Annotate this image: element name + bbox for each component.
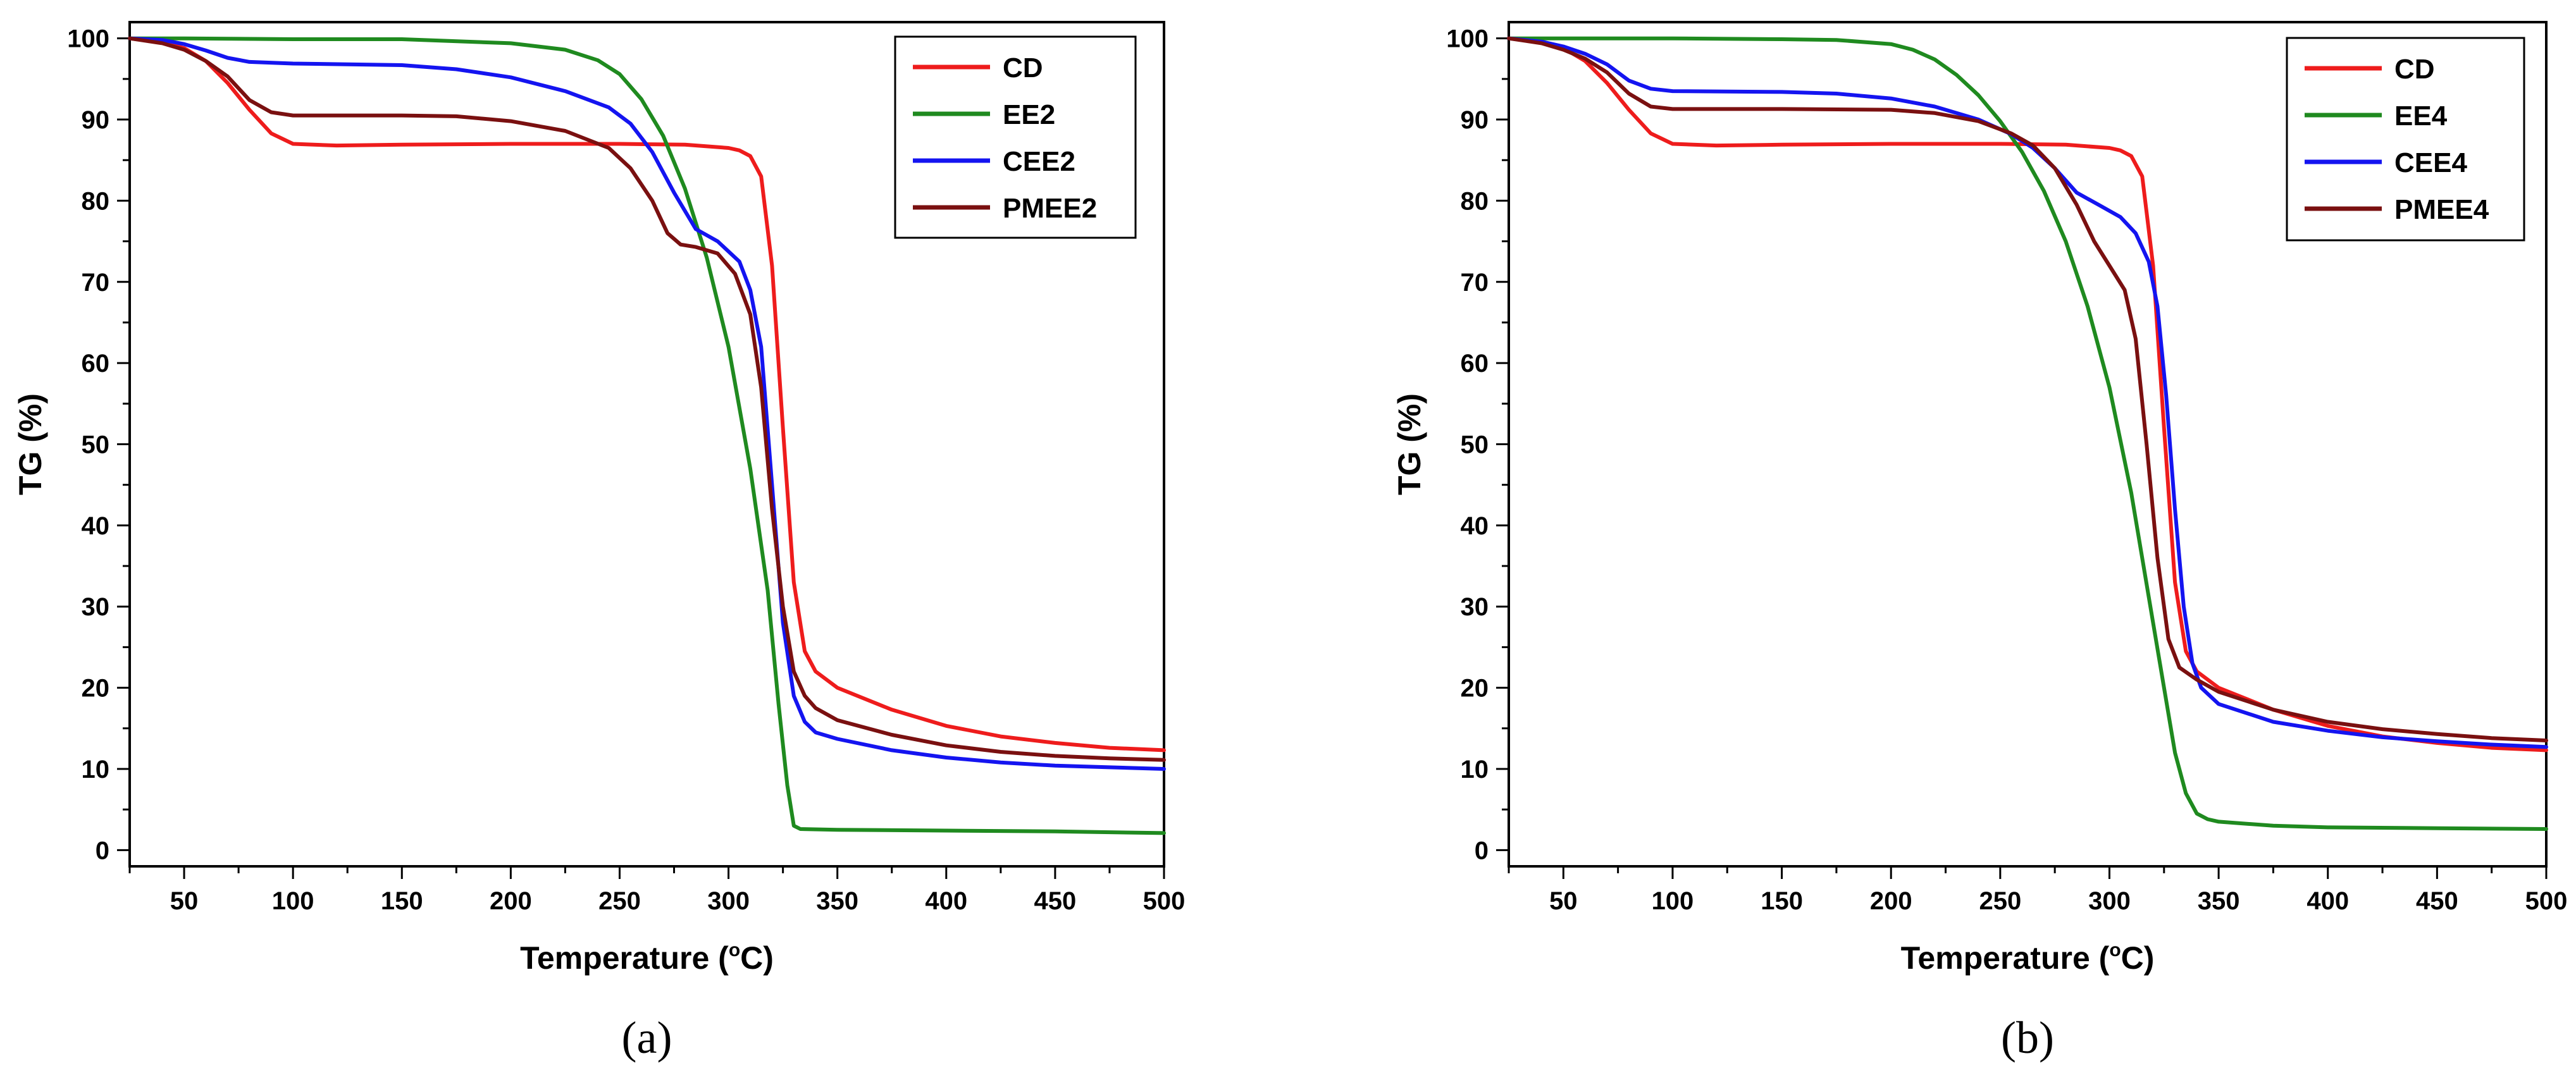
legend-label-pmee4: PMEE4 <box>2394 194 2489 225</box>
x-tick-label: 100 <box>1652 887 1694 915</box>
x-tick-label: 450 <box>2416 887 2458 915</box>
x-axis-title-main: Temperature ( <box>1901 940 2110 976</box>
x-tick-label: 50 <box>170 887 199 915</box>
x-tick-label: 500 <box>1143 887 1186 915</box>
legend: CD EE4 CEE4 PMEE4 <box>2286 37 2525 242</box>
y-tick-label: 40 <box>1461 512 1489 540</box>
series-line-ee4 <box>1507 36 2548 831</box>
y-tick-label: 40 <box>82 512 110 540</box>
x-tick-label: 300 <box>707 887 750 915</box>
y-tick-label: 60 <box>82 350 110 378</box>
y-tick-label: 30 <box>1461 593 1489 621</box>
y-tick-label: 70 <box>82 269 110 297</box>
y-tick-label: 90 <box>82 106 110 134</box>
series-line-ee2 <box>128 36 1166 835</box>
legend-label-cd: CD <box>1003 52 1043 83</box>
x-tick-label: 250 <box>1979 887 2021 915</box>
legend: CD EE2 CEE2 PMEE2 <box>894 35 1137 239</box>
series-line-cee2 <box>128 36 1166 771</box>
y-tick-label: 50 <box>1461 431 1489 459</box>
legend-label-ee4: EE4 <box>2394 101 2448 132</box>
y-axis-title: TG (%) <box>1392 393 1427 495</box>
y-tick-label: 90 <box>1461 106 1489 134</box>
x-tick-label: 100 <box>272 887 314 915</box>
x-tick-label: 400 <box>2307 887 2349 915</box>
x-tick-label: 500 <box>2525 887 2568 915</box>
y-tick-label: 50 <box>82 431 110 459</box>
chart-panel-2: 50 100 150 200 250 300 350 400 450 500 0 10 20 30 40 50… <box>1392 21 2568 1063</box>
y-tick-label: 20 <box>1461 675 1489 703</box>
y-tick-label: 10 <box>1461 756 1489 783</box>
legend-label-pmee2: PMEE2 <box>1003 193 1097 224</box>
y-tick-label: 0 <box>1475 837 1489 864</box>
x-tick-label: 400 <box>925 887 967 915</box>
y-tick-label: 0 <box>96 837 109 864</box>
panel-caption: (a) <box>622 1012 672 1063</box>
y-tick-label: 80 <box>82 187 110 215</box>
x-tick-label: 200 <box>1870 887 1912 915</box>
y-tick-label: 60 <box>1461 350 1489 378</box>
y-axis-title: TG (%) <box>13 393 48 495</box>
series-line-cee4 <box>1507 36 2548 749</box>
x-tick-label: 350 <box>816 887 858 915</box>
series-line-pmee4 <box>1507 36 2548 742</box>
y-tick-label: 100 <box>1446 25 1489 53</box>
x-axis-title-degree: o <box>2109 940 2121 961</box>
x-axis-title: Temperature (oC) <box>520 940 774 976</box>
panel-caption: (b) <box>2001 1012 2054 1063</box>
y-tick-label: 20 <box>82 675 110 703</box>
x-tick-label: 250 <box>598 887 641 915</box>
x-tick-label: 300 <box>2088 887 2131 915</box>
x-axis-title-unit: C) <box>740 940 774 976</box>
y-tick-label: 70 <box>1461 269 1489 297</box>
x-axis-title-degree: o <box>729 940 740 961</box>
legend-label-ee2: EE2 <box>1003 99 1055 130</box>
series-line-pmee2 <box>128 36 1166 762</box>
series-line-cd <box>128 36 1166 752</box>
x-tick-label: 450 <box>1034 887 1077 915</box>
x-axis-title-main: Temperature ( <box>520 940 729 976</box>
y-tick-label: 30 <box>82 593 110 621</box>
x-tick-label: 150 <box>381 887 423 915</box>
x-tick-label: 200 <box>490 887 532 915</box>
legend-label-cee4: CEE4 <box>2394 147 2467 178</box>
y-tick-label: 100 <box>67 25 109 53</box>
chart-panel-1: 50 100 150 200 250 300 350 400 450 500 0 10 20 30 40 50… <box>13 21 1186 1063</box>
y-tick-label: 10 <box>82 756 110 783</box>
x-axis-title: Temperature (oC) <box>1901 940 2155 976</box>
legend-box <box>894 35 1137 239</box>
legend-label-cee2: CEE2 <box>1003 146 1075 177</box>
legend-label-cd: CD <box>2394 54 2435 85</box>
chart-panels: 50 100 150 200 250 300 350 400 450 50001020304050… <box>13 21 2568 1063</box>
x-tick-label: 50 <box>1549 887 1578 915</box>
x-axis-title-unit: C) <box>2121 940 2155 976</box>
x-tick-label: 150 <box>1761 887 1803 915</box>
y-tick-label: 80 <box>1461 187 1489 215</box>
x-tick-label: 350 <box>2198 887 2240 915</box>
